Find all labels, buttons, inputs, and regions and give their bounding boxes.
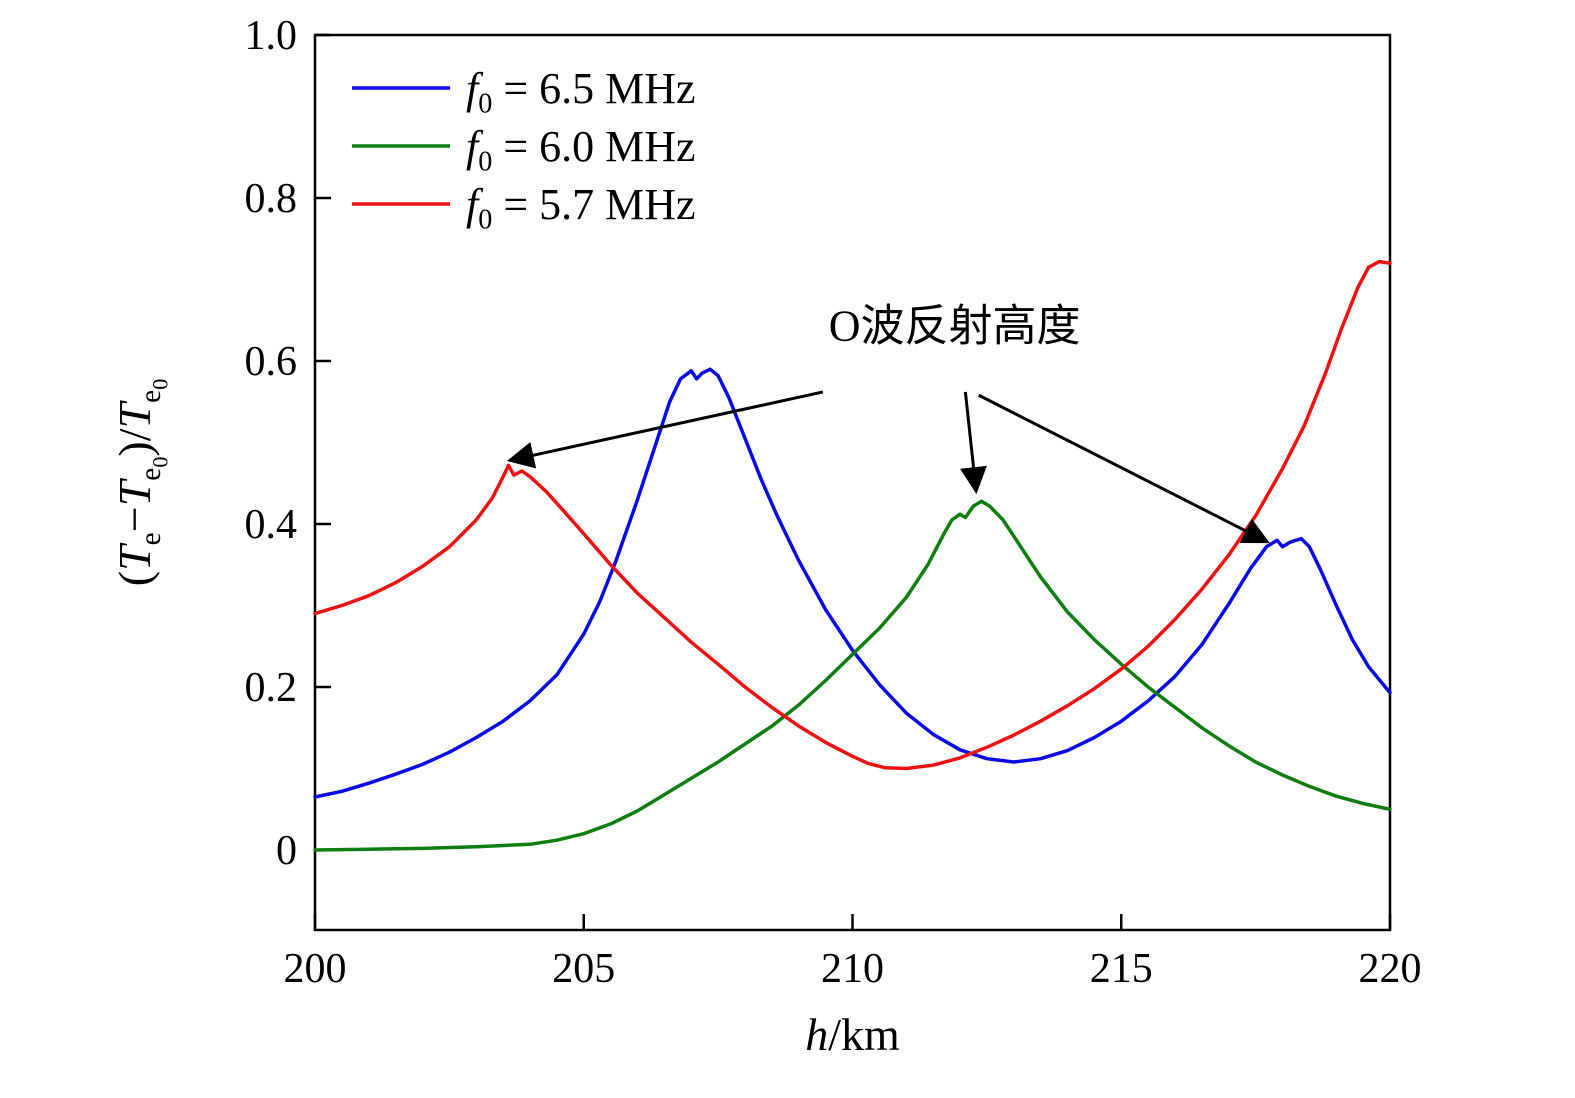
legend-label: f0 = 6.0 MHz: [466, 122, 696, 178]
legend-label: f0 = 6.5 MHz: [466, 64, 696, 120]
annotation-arrow: [506, 390, 824, 469]
y-axis: 0 0.2 0.4 0.6 0.8 1.0: [245, 13, 331, 874]
y-tick-label: 0.4: [245, 502, 298, 548]
y-tick-label: 0: [276, 828, 297, 874]
legend-item: f0 = 5.7 MHz: [352, 180, 696, 236]
legend-label: f0 = 5.7 MHz: [466, 180, 696, 236]
x-axis: 200 205 210 215 220: [284, 914, 1422, 992]
y-tick-label: 0.6: [245, 339, 298, 385]
annotation-arrow: [978, 393, 1270, 544]
y-tick-label: 1.0: [245, 13, 298, 59]
x-tick-label: 215: [1090, 946, 1153, 992]
x-tick-label: 200: [284, 946, 347, 992]
x-tick-label: 210: [821, 946, 884, 992]
annotation-text: O波反射高度: [829, 302, 1081, 351]
x-tick-label: 205: [552, 946, 615, 992]
x-axis-label: h/km: [805, 1009, 900, 1060]
legend-item: f0 = 6.5 MHz: [352, 64, 696, 120]
x-tick-label: 220: [1359, 946, 1422, 992]
y-tick-label: 0.2: [245, 665, 298, 711]
series-line--0-6.5-: [313, 367, 1392, 799]
y-tick-label: 0.8: [245, 176, 298, 222]
series-line--0-6.0-: [313, 499, 1392, 852]
annotation-arrow: [960, 391, 987, 495]
annotation: O波反射高度: [506, 302, 1270, 544]
legend-item: f0 = 6.0 MHz: [352, 122, 696, 178]
y-axis-label: (Te−Te0)/Te0: [109, 379, 172, 587]
